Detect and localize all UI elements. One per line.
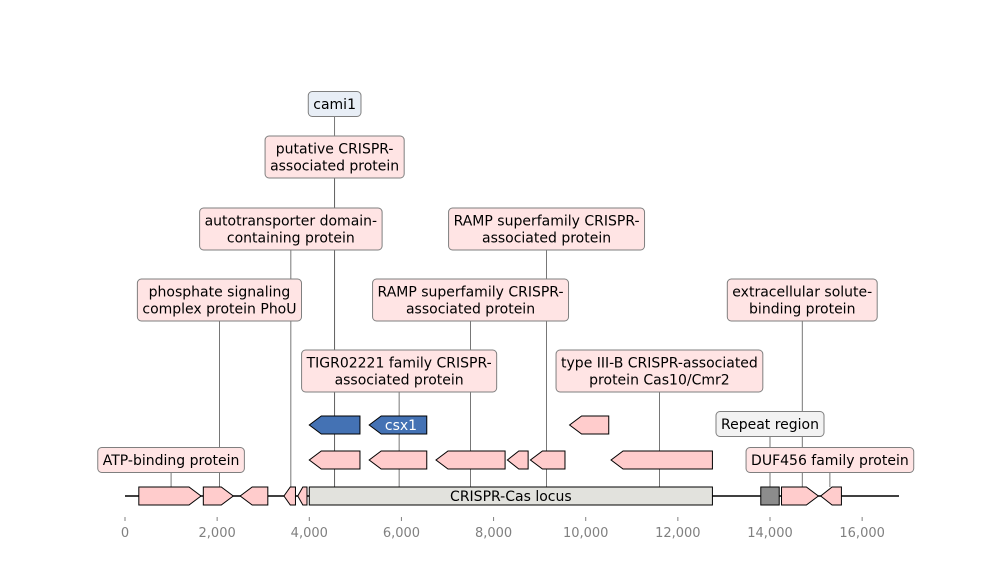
gene-arrow xyxy=(368,415,428,435)
repeat-region-block xyxy=(760,486,780,506)
x-tick-label: 8,000 xyxy=(475,526,512,541)
annotation-text: TIGR02221 family CRISPR-associated prote… xyxy=(306,356,492,389)
gene-arrow xyxy=(610,450,713,470)
annotation-text-line: putative CRISPR- xyxy=(276,142,394,158)
x-tick-label: 10,000 xyxy=(563,526,609,541)
gene-arrow xyxy=(506,450,529,470)
annotation-text-line: Repeat region xyxy=(721,417,819,433)
gene-label: csx1 xyxy=(385,418,417,434)
gene-arrow xyxy=(239,486,269,506)
crispr-cas-locus xyxy=(308,486,713,506)
gene-arrow xyxy=(202,486,235,506)
annotation-text: RAMP superfamily CRISPR-associated prote… xyxy=(454,214,640,247)
annotation-text-line: TIGR02221 family CRISPR- xyxy=(306,356,492,372)
annotation-text-line: DUF456 family protein xyxy=(751,453,909,469)
annotation-text: phosphate signaling complex protein PhoU xyxy=(142,285,296,318)
x-tick-label: 6,000 xyxy=(383,526,420,541)
annotation-text-line: RAMP superfamily CRISPR- xyxy=(454,214,640,230)
annotation-text-line: protein Cas10/Cmr2 xyxy=(589,373,729,389)
annotation-text-line: associated protein xyxy=(335,373,464,389)
annotation-box xyxy=(745,447,915,473)
crispr-cas-locus-label: CRISPR-Cas locus xyxy=(450,489,572,505)
x-tick-label: 16,000 xyxy=(839,526,885,541)
annotation-text: RAMP superfamily CRISPR-associated prote… xyxy=(378,285,564,318)
gene-arrow xyxy=(297,486,308,506)
annotation-text-line: autotransporter domain- xyxy=(205,214,378,230)
annotation-box xyxy=(199,207,383,251)
annotation-text: cami1 xyxy=(313,97,356,113)
annotation-text: ATP-binding protein xyxy=(103,453,240,469)
gene-arrow xyxy=(819,486,842,506)
annotation-text-line: binding protein xyxy=(749,302,855,318)
annotation-text: type III-B CRISPR-associated protein Cas1… xyxy=(561,356,758,389)
gene-arrow xyxy=(138,486,202,506)
annotation-box xyxy=(726,278,878,322)
gene-arrow xyxy=(308,450,361,470)
annotation-text-line: phosphate signaling xyxy=(149,285,291,301)
annotation-text: Repeat region xyxy=(721,417,819,433)
x-tick-label: 2,000 xyxy=(199,526,236,541)
annotation-text-line: containing protein xyxy=(227,231,355,247)
annotation-text-line: extracellular solute- xyxy=(732,285,872,301)
annotation-text-line: associated protein xyxy=(406,302,535,318)
annotation-box xyxy=(448,207,646,251)
annotation-text-line: associated protein xyxy=(482,231,611,247)
genome-track: CRISPR-Cas locus csx1 xyxy=(125,415,899,506)
annotation-box xyxy=(97,447,245,473)
annotation-box xyxy=(301,349,498,393)
annotation-text-line: cami1 xyxy=(313,97,356,113)
annotation-text-line: associated protein xyxy=(270,159,399,175)
x-tick-label: 14,000 xyxy=(747,526,793,541)
x-tick-label: 12,000 xyxy=(655,526,701,541)
gene-arrow xyxy=(435,450,506,470)
gene-arrow xyxy=(568,415,610,435)
annotation-box xyxy=(555,349,764,393)
x-axis: 0 2,000 4,000 6,000 8,000 10,000 12,000 14,000 1… xyxy=(121,517,885,541)
x-tick-label: 0 xyxy=(121,526,129,541)
gene-arrow xyxy=(781,486,820,506)
annotation-text: DUF456 family protein xyxy=(751,453,909,469)
annotation-box xyxy=(715,411,825,437)
annotation-box xyxy=(264,135,405,179)
x-tick-label: 4,000 xyxy=(291,526,328,541)
annotation-box xyxy=(136,278,303,322)
gene-arrow xyxy=(368,450,428,470)
annotation-text: putative CRISPR-associated protein xyxy=(270,142,399,175)
annotation-text-line: complex protein PhoU xyxy=(142,302,296,318)
annotation-text: autotransporter domain-containing protei… xyxy=(205,214,378,247)
gene-arrow xyxy=(529,450,566,470)
annotation-text-line: ATP-binding protein xyxy=(103,453,240,469)
annotation-text-line: RAMP superfamily CRISPR- xyxy=(378,285,564,301)
annotation-box xyxy=(307,91,362,117)
annotation-text: extracellular solute-binding protein xyxy=(732,285,872,318)
annotation-text-line: type III-B CRISPR-associated xyxy=(561,356,758,372)
annotation-box xyxy=(372,278,570,322)
gene-arrow xyxy=(283,486,296,506)
gene-arrow xyxy=(308,415,361,435)
